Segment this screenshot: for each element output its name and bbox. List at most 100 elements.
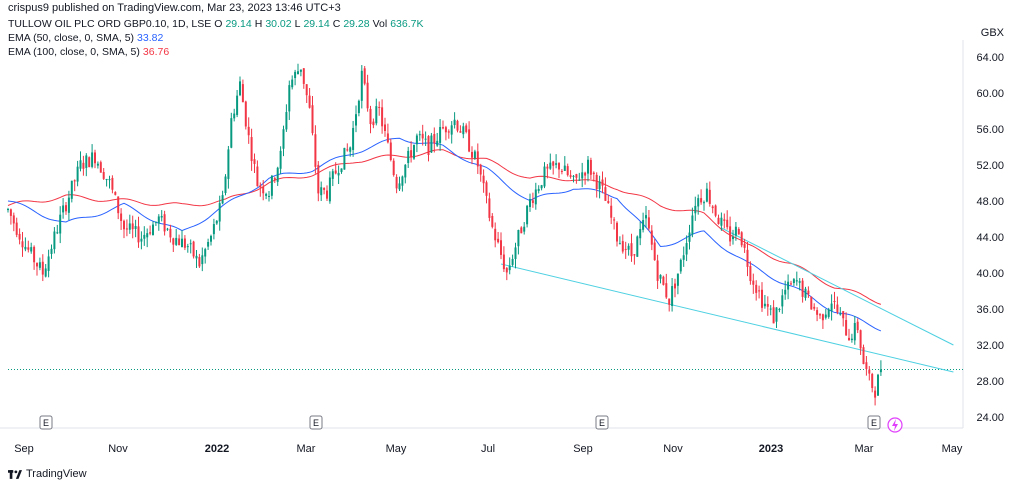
candle-body — [386, 133, 389, 143]
candle-body — [879, 369, 882, 373]
candle-body — [616, 222, 618, 242]
candle-body — [523, 226, 526, 232]
candle-body — [775, 307, 778, 322]
candle-body — [268, 195, 270, 197]
candle-body — [212, 224, 215, 235]
candle-body — [810, 296, 813, 310]
candle-body — [874, 390, 877, 398]
candle-body — [85, 155, 88, 168]
candle-body — [250, 137, 253, 162]
candle-body — [604, 187, 607, 201]
candle-body — [343, 147, 346, 170]
price-scale[interactable]: 64.00 60.00 56.00 52.00 48.00 44.00 40.00 36.00… — [976, 52, 1004, 424]
candle-body — [178, 238, 181, 246]
time-tick-label: Jul — [481, 443, 495, 455]
candle-body — [378, 106, 381, 108]
candle-body — [30, 247, 33, 252]
high-value: 30.02 — [265, 18, 292, 30]
tradingview-logo-icon — [8, 469, 22, 479]
trendline-2[interactable] — [721, 227, 954, 346]
candle-body — [137, 226, 140, 243]
price-tick-label: 32.00 — [976, 340, 1004, 352]
candle-body — [56, 232, 59, 234]
candle-body — [398, 183, 401, 190]
candle-body — [633, 254, 636, 256]
candle-body — [230, 118, 233, 148]
candle-body — [320, 187, 323, 196]
time-scale[interactable]: Sep Nov 2022 Mar May Jul Sep Nov 2023 Mar May — [14, 443, 963, 455]
candle-body — [215, 220, 218, 224]
candle-body — [497, 238, 500, 243]
candle-body — [433, 134, 436, 144]
time-tick-label: May — [942, 443, 963, 455]
footer-brand[interactable]: TradingView — [8, 468, 87, 480]
candle-body — [282, 129, 285, 149]
candle-body — [125, 228, 128, 230]
ema50-legend-row[interactable]: EMA (50, close, 0, SMA, 5) 33.82 — [8, 31, 423, 45]
trendline-1[interactable] — [500, 263, 954, 373]
candle-body — [79, 160, 82, 169]
candle-body — [558, 163, 560, 170]
candle-body — [163, 214, 166, 232]
candle-body — [273, 178, 276, 180]
candle-body — [27, 247, 30, 250]
candle-body — [65, 205, 67, 212]
candle-body — [659, 274, 662, 279]
trendlines[interactable] — [500, 227, 954, 373]
candle-body — [340, 168, 343, 173]
candle-body — [175, 237, 178, 245]
candle-body — [326, 190, 328, 199]
ema100-legend-row[interactable]: EMA (100, close, 0, SMA, 5) 36.76 — [8, 45, 423, 59]
currency-label[interactable]: GBX — [980, 27, 1004, 39]
candle-body — [227, 149, 230, 179]
candle-body — [804, 288, 807, 298]
candle-body — [734, 226, 737, 236]
candle-body — [682, 255, 685, 260]
earnings-marker[interactable]: E — [595, 415, 609, 430]
symbol-title[interactable]: TULLOW OIL PLC ORD GBP0.10, 1D, LSE — [8, 18, 212, 30]
candle-body — [769, 308, 772, 310]
candle-body — [331, 171, 334, 179]
candle-body — [766, 303, 769, 307]
candle-body — [749, 266, 752, 282]
candle-body — [862, 347, 865, 365]
candle-body — [494, 228, 497, 241]
candle-body — [317, 164, 320, 194]
price-tick-label: 24.00 — [976, 412, 1004, 424]
candle-body — [453, 119, 456, 126]
candle-body — [311, 105, 314, 134]
candle-body — [482, 175, 485, 184]
candle-body — [105, 178, 108, 180]
candle-body — [82, 162, 85, 169]
candle-body — [204, 249, 207, 257]
candle-body — [613, 219, 616, 221]
candle-body — [763, 303, 766, 307]
candle-body — [578, 179, 581, 181]
candle-body — [778, 309, 781, 311]
earnings-marker[interactable]: E — [867, 415, 881, 430]
candle-body — [198, 257, 201, 267]
time-tick-label: May — [386, 443, 407, 455]
candle-body — [314, 134, 317, 167]
chart-legend: TULLOW OIL PLC ORD GBP0.10, 1D, LSE O 29.… — [8, 17, 423, 59]
dividend-lightning-icon[interactable] — [887, 417, 903, 433]
time-tick-label: 2023 — [759, 443, 783, 455]
earnings-marker[interactable]: E — [309, 415, 323, 430]
candle-body — [465, 125, 468, 132]
lightning-icon — [892, 419, 898, 431]
earnings-marker[interactable]: E — [39, 415, 53, 430]
candle-body — [827, 309, 830, 317]
candle-body — [288, 85, 291, 112]
candle-body — [459, 131, 462, 133]
candle-body — [149, 232, 152, 234]
candle-body — [189, 243, 192, 245]
candle-body — [537, 188, 540, 191]
candle-body — [253, 159, 256, 164]
candle-body — [33, 246, 36, 263]
candle-body — [720, 217, 723, 226]
candle-body — [375, 106, 378, 124]
time-tick-label: Nov — [663, 443, 683, 455]
ema50-line — [7, 137, 882, 332]
